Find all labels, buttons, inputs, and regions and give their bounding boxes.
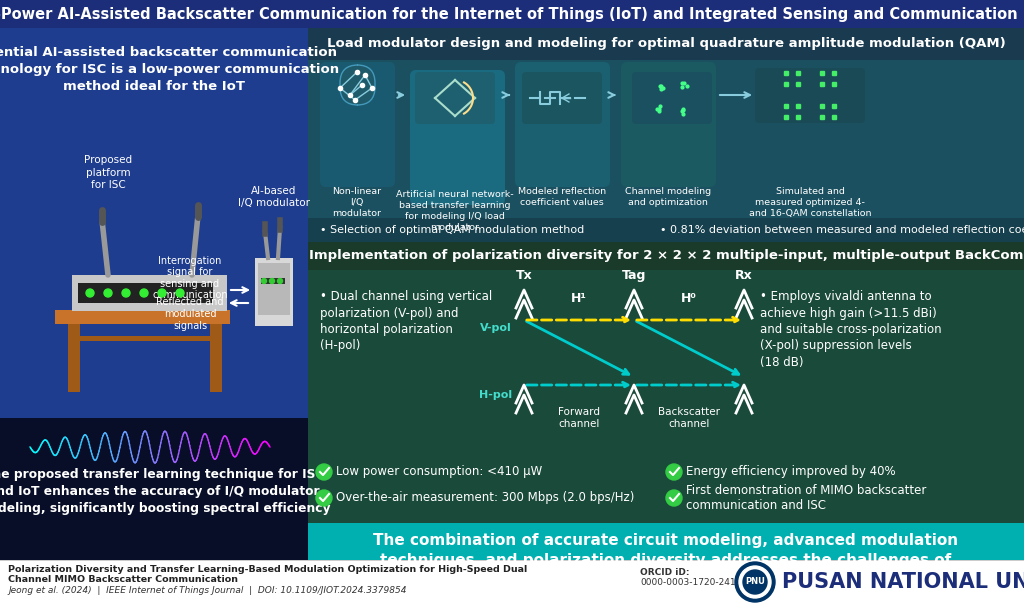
Bar [0,560,1024,561]
Circle shape [316,490,332,506]
Text: Proposed
platform
for ISC: Proposed platform for ISC [84,155,132,190]
Circle shape [140,289,148,297]
Text: ORCID iD:: ORCID iD: [640,568,689,577]
Text: PNU: PNU [745,577,765,586]
Text: Tx: Tx [516,269,532,282]
Text: Channel modeling
and optimization: Channel modeling and optimization [625,187,711,207]
Bar [0,418,308,560]
Bar [0,28,308,418]
Circle shape [104,289,112,297]
Bar [308,455,1024,523]
Circle shape [86,289,94,297]
Bar [258,263,290,315]
Text: • Dual channel using vertical
polarization (V-pol) and
horizontal polarization
(: • Dual channel using vertical polarizati… [319,290,493,353]
Bar [0,560,1024,604]
Circle shape [158,289,166,297]
Bar [78,283,213,303]
Circle shape [743,570,767,594]
FancyBboxPatch shape [757,62,867,187]
Text: H⁰: H⁰ [681,292,697,304]
Bar [210,324,222,392]
Text: V-pol: V-pol [480,323,512,333]
Text: AI-based
I/Q modulator: AI-based I/Q modulator [238,185,310,208]
Text: H-pol: H-pol [479,390,512,400]
Text: PUSAN NATIONAL UNIVERSITY: PUSAN NATIONAL UNIVERSITY [782,572,1024,592]
Circle shape [316,464,332,480]
Bar [308,28,1024,258]
Text: Implementation of polarization diversity for 2 × 2 × 2 multiple-input, multiple-: Implementation of polarization diversity… [309,249,1023,263]
Text: Artificial neural network-
based transfer learning
for modeling I/Q load
modulat: Artificial neural network- based transfe… [396,190,514,233]
Circle shape [278,278,283,283]
Circle shape [666,464,682,480]
Text: Low-Power AI-Assisted Backscatter Communication for the Internet of Things (IoT): Low-Power AI-Assisted Backscatter Commun… [0,7,1024,22]
Text: Simulated and
measured optimized 4-
and 16-QAM constellation: Simulated and measured optimized 4- and … [749,187,871,218]
Bar [72,275,227,311]
Text: Jeong et al. (2024)  |  IEEE Internet of Things Journal  |  DOI: 10.1109/JIOT.20: Jeong et al. (2024) | IEEE Internet of T… [8,586,407,595]
Text: Non-linear
I/Q
modulator: Non-linear I/Q modulator [333,187,382,218]
Text: Reflected and
modulated
signals: Reflected and modulated signals [157,297,224,330]
Circle shape [269,278,274,283]
Bar [308,242,1024,270]
Circle shape [122,289,130,297]
FancyBboxPatch shape [522,72,602,124]
Text: 0000-0003-1720-2410: 0000-0003-1720-2410 [640,578,741,587]
Text: H¹: H¹ [571,292,587,304]
FancyBboxPatch shape [755,68,865,123]
Text: Energy efficiency improved by 40%: Energy efficiency improved by 40% [686,466,896,478]
Bar [255,258,293,326]
Text: Tag: Tag [622,269,646,282]
Circle shape [261,278,266,283]
FancyBboxPatch shape [319,62,395,187]
Text: Low power consumption: <410 μW: Low power consumption: <410 μW [336,466,543,478]
FancyBboxPatch shape [621,62,716,187]
Circle shape [176,289,184,297]
Bar [80,336,210,341]
Text: Rx: Rx [735,269,753,282]
Bar [308,28,1024,60]
Text: The combination of accurate circuit modeling, advanced modulation
techniques, an: The combination of accurate circuit mode… [374,533,958,589]
Text: • Selection of optimal QAM modulation method: • Selection of optimal QAM modulation me… [319,225,585,235]
Circle shape [735,562,775,602]
Bar [68,324,80,392]
Text: Backscatter
channel: Backscatter channel [658,407,720,429]
FancyBboxPatch shape [340,65,375,105]
Bar [0,0,1024,28]
Text: Polarization Diversity and Transfer Learning-Based Modulation Optimization for H: Polarization Diversity and Transfer Lear… [8,565,527,585]
FancyBboxPatch shape [632,72,712,124]
Text: Forward
channel: Forward channel [558,407,600,429]
Bar [55,310,230,324]
FancyBboxPatch shape [410,70,505,205]
Text: • Employs vivaldi antenna to
achieve high gain (>11.5 dBi)
and suitable cross-po: • Employs vivaldi antenna to achieve hig… [760,290,942,369]
Text: Interrogation
signal for
sensing and
communication: Interrogation signal for sensing and com… [153,255,227,300]
Circle shape [666,490,682,506]
Text: The proposed transfer learning technique for ISC
and IoT enhances the accuracy o: The proposed transfer learning technique… [0,468,331,515]
Text: • 0.81% deviation between measured and modeled reflection coefficients: • 0.81% deviation between measured and m… [660,225,1024,235]
Text: Essential AI-assisted backscatter communication
technology for ISC is a low-powe: Essential AI-assisted backscatter commun… [0,47,340,94]
Text: First demonstration of MIMO backscatter
communication and ISC: First demonstration of MIMO backscatter … [686,484,927,512]
Bar [261,278,285,284]
Circle shape [739,566,771,598]
Text: Over-the-air measurement: 300 Mbps (2.0 bps/Hz): Over-the-air measurement: 300 Mbps (2.0 … [336,492,635,504]
Text: Modeled reflection
coefficient values: Modeled reflection coefficient values [518,187,606,207]
Text: Load modulator design and modeling for optimal quadrature amplitude modulation (: Load modulator design and modeling for o… [327,37,1006,51]
Bar [308,218,1024,242]
Bar [308,523,1024,600]
Bar [308,270,1024,455]
FancyBboxPatch shape [515,62,610,187]
FancyBboxPatch shape [415,72,495,124]
